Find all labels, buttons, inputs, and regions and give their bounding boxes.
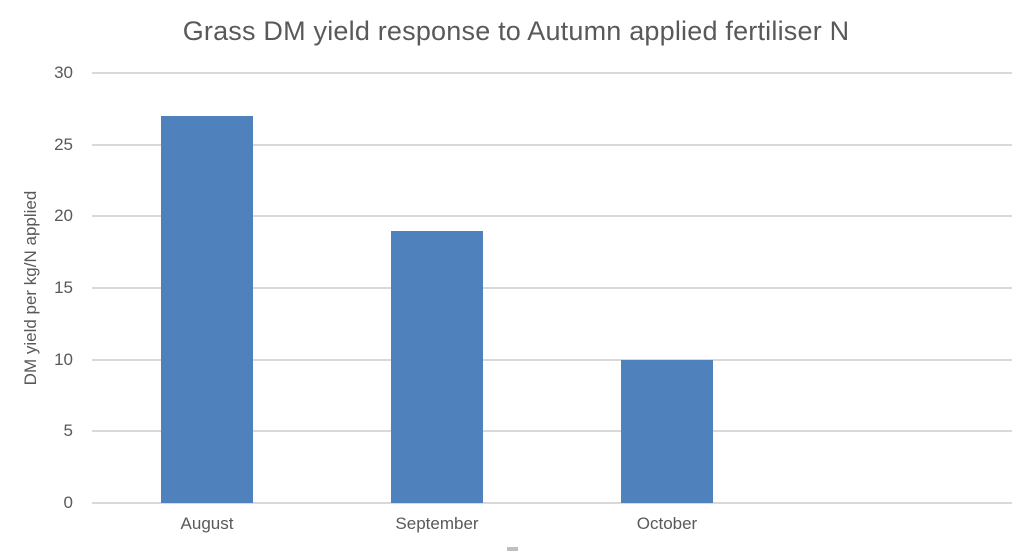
gridline-30	[92, 72, 1012, 74]
clipped-text-fragment	[507, 547, 518, 551]
gridline-10	[92, 358, 1012, 361]
y-tick-label-30: 30	[54, 63, 73, 82]
y-tick-label-15: 15	[54, 278, 73, 297]
x-category-label-september: September	[395, 514, 479, 533]
y-tick-label-5: 5	[63, 421, 73, 441]
x-category-label-august: August	[180, 514, 234, 533]
chart-title: Grass DM yield response to Autumn applie…	[182, 16, 850, 46]
y-tick-label-0: 0	[63, 493, 73, 512]
bar-september	[391, 230, 483, 503]
y-tick-label-20: 20	[54, 206, 73, 226]
gridline-0	[92, 502, 1012, 504]
gridline-5	[92, 430, 1012, 433]
y-tick-label-25: 25	[54, 134, 73, 154]
bar-august	[161, 116, 253, 503]
x-category-label-october: October	[636, 514, 698, 533]
y-tick-label-10: 10	[54, 349, 73, 369]
gridline-15	[92, 287, 1012, 289]
bar-october	[621, 359, 713, 503]
gridline-20	[92, 215, 1012, 218]
gridline-25	[92, 143, 1012, 146]
